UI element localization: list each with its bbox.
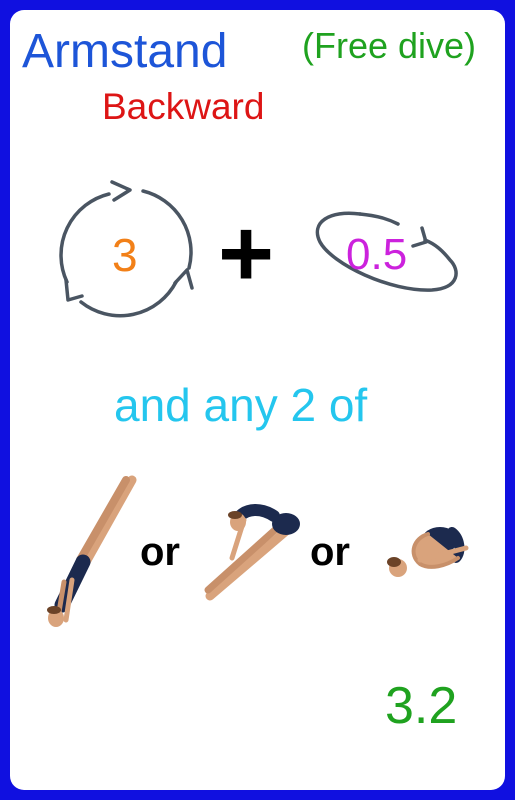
twist-ellipse-icon xyxy=(315,211,458,292)
or-label-1: or xyxy=(140,530,180,574)
plus-sign: + xyxy=(218,200,275,307)
dive-card: Armstand Backward (Free dive) 3 + 0.5 an… xyxy=(10,10,505,790)
or-label-2: or xyxy=(310,530,350,574)
dive-type-label: (Free dive) xyxy=(302,25,477,66)
circular-arrows-icon xyxy=(59,180,194,318)
degree-of-difficulty: 3.2 xyxy=(385,677,458,735)
twist-count: 0.5 xyxy=(346,230,408,279)
dive-direction: Backward xyxy=(102,86,265,127)
tuck-position-diver xyxy=(387,527,469,577)
dive-title: Armstand xyxy=(22,25,228,78)
straight-position-diver xyxy=(47,475,137,627)
pike-position-diver xyxy=(204,504,300,601)
rotation-count: 3 xyxy=(112,229,138,281)
selection-phrase: and any 2 of xyxy=(114,379,368,431)
